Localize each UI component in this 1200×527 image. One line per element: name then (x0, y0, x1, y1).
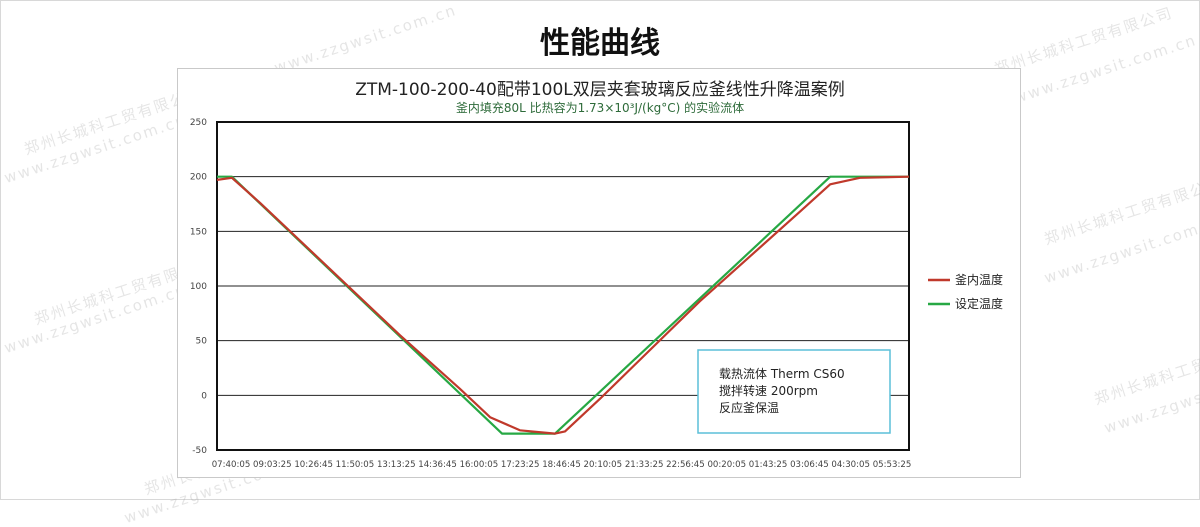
y-tick-label: 200 (190, 173, 207, 183)
legend-label: 釜内温度 (955, 272, 1003, 287)
x-tick-label: 13:13:25 (377, 460, 416, 470)
x-tick-label: 11:50:05 (336, 460, 375, 470)
x-tick-label: 01:43:25 (749, 460, 788, 470)
chart-subtitle: 釜内填充80L 比热容为1.73×10³J/(kg°C) 的实验流体 (456, 100, 744, 115)
x-tick-label: 21:33:25 (625, 460, 664, 470)
annotation-line: 反应釜保温 (719, 400, 779, 415)
x-tick-label: 05:53:25 (873, 460, 912, 470)
annotation-line: 搅拌转速 200rpm (719, 383, 818, 398)
x-tick-label: 17:23:25 (501, 460, 540, 470)
plot-area (216, 121, 910, 451)
x-tick-label: 03:06:45 (790, 460, 829, 470)
x-tick-label: 10:26:45 (294, 460, 333, 470)
page-title: 性能曲线 (540, 26, 660, 61)
legend-label: 设定温度 (955, 296, 1003, 311)
x-tick-label: 20:10:05 (584, 460, 623, 470)
y-tick-label: 100 (190, 282, 207, 292)
series-line-set-temp (217, 175, 909, 435)
x-tick-label: 07:40:05 (212, 460, 251, 470)
annotation-box (697, 349, 891, 434)
x-tick-label: 14:36:45 (418, 460, 457, 470)
x-tick-label: 04:30:05 (831, 460, 870, 470)
x-tick-label: 09:03:25 (253, 460, 292, 470)
annotation-line: 载热流体 Therm CS60 (719, 367, 845, 381)
y-tick-label: 150 (190, 227, 207, 237)
x-tick-label: 00:20:05 (707, 460, 746, 470)
y-tick-label: 250 (190, 118, 207, 128)
y-tick-label: 50 (196, 337, 208, 347)
x-tick-label: 16:00:05 (460, 460, 499, 470)
x-tick-label: 22:56:45 (666, 460, 705, 470)
y-tick-label: 0 (201, 391, 207, 401)
y-tick-label: -50 (192, 446, 207, 456)
x-tick-label: 18:46:45 (542, 460, 581, 470)
line-chart: ZTM-100-200-40配带100L双层夹套玻璃反应釜线性升降温案例釜内填充… (190, 80, 1003, 470)
chart-title: ZTM-100-200-40配带100L双层夹套玻璃反应釜线性升降温案例 (355, 80, 845, 100)
series-line-actual-temp (216, 175, 910, 435)
